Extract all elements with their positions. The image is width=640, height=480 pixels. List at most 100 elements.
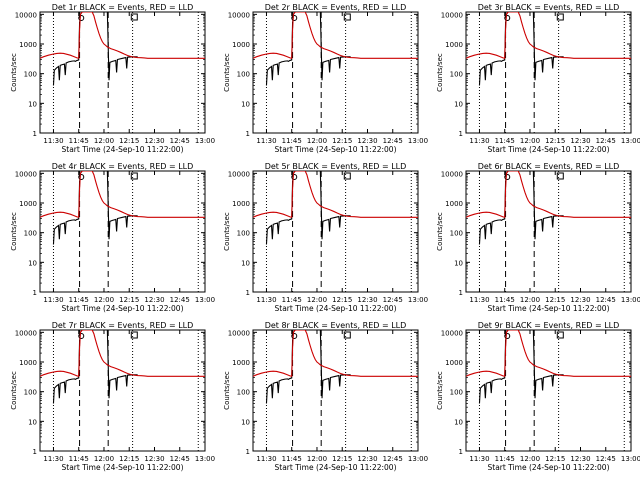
x-tick-label: 11:30 (43, 137, 63, 145)
top-square-marker (556, 331, 564, 339)
y-tick-label: 1 (459, 448, 463, 456)
y-tick-label: 100 (237, 389, 250, 397)
y-tick-label: 100 (237, 230, 250, 238)
y-tick-label: 10 (454, 259, 463, 267)
chart-title: Det 2r BLACK = Events, RED = LLD (265, 3, 407, 12)
x-tick-label: 12:45 (596, 455, 616, 463)
chart-panel: Det 5r BLACK = Events, RED = LLD 1 10 100 10… (223, 162, 428, 313)
y-tick-label: 10 (241, 418, 250, 426)
x-axis-label: Start Time (24-Sep-10 11:22:00) (62, 463, 184, 472)
series-line-lld (253, 12, 418, 59)
y-tick-label: 1000 (19, 359, 37, 367)
x-tick-label: 12:15 (119, 296, 139, 304)
x-axis-label: Start Time (24-Sep-10 11:22:00) (488, 145, 610, 154)
y-tick-label: 100 (24, 230, 37, 238)
x-tick-label: 13:00 (621, 137, 640, 145)
top-circle-marker (78, 333, 85, 339)
x-tick-label: 11:30 (256, 137, 276, 145)
chart-panel: Det 4r BLACK = Events, RED = LLD 1 10 100 10… (10, 162, 215, 313)
y-tick-label: 1000 (232, 359, 250, 367)
top-circle-marker (504, 174, 511, 180)
y-tick-label: 10 (454, 418, 463, 426)
y-tick-label: 100 (24, 389, 37, 397)
x-tick-label: 13:00 (408, 296, 428, 304)
top-square-marker (130, 331, 138, 339)
x-tick-label: 12:00 (94, 137, 114, 145)
chart-panel: Det 9r BLACK = Events, RED = LLD 1 10 100 10… (436, 321, 640, 472)
top-square-marker (130, 13, 138, 21)
chart-title: Det 9r BLACK = Events, RED = LLD (478, 321, 620, 330)
y-tick-label: 10000 (228, 11, 250, 19)
x-tick-label: 12:00 (307, 296, 327, 304)
x-tick-label: 11:45 (495, 296, 515, 304)
x-tick-label: 12:30 (357, 296, 377, 304)
x-tick-label: 12:30 (570, 137, 590, 145)
x-axis-label: Start Time (24-Sep-10 11:22:00) (488, 463, 610, 472)
x-tick-label: 13:00 (621, 296, 640, 304)
top-square-marker (130, 172, 138, 180)
chart-panel: Det 3r BLACK = Events, RED = LLD 1 10 100 10… (436, 3, 640, 154)
y-tick-label: 10000 (441, 11, 463, 19)
x-tick-label: 12:00 (307, 137, 327, 145)
chart-panel: Det 6r BLACK = Events, RED = LLD 1 10 100 10… (436, 162, 640, 313)
x-tick-label: 11:45 (69, 137, 89, 145)
x-axis-label: Start Time (24-Sep-10 11:22:00) (275, 145, 397, 154)
x-tick-label: 12:30 (144, 296, 164, 304)
x-axis-label: Start Time (24-Sep-10 11:22:00) (275, 463, 397, 472)
top-circle-marker (291, 15, 298, 21)
y-tick-label: 100 (24, 71, 37, 79)
y-axis-label: Counts/sec (10, 53, 18, 92)
y-tick-label: 10 (241, 259, 250, 267)
x-tick-label: 12:00 (94, 296, 114, 304)
x-tick-label: 12:15 (545, 455, 565, 463)
y-tick-label: 10000 (15, 329, 37, 337)
y-axis-label: Counts/sec (223, 53, 231, 92)
x-tick-label: 11:45 (282, 296, 302, 304)
chart-title: Det 5r BLACK = Events, RED = LLD (265, 162, 407, 171)
top-square-marker (556, 13, 564, 21)
y-tick-label: 10000 (228, 170, 250, 178)
y-axis-label: Counts/sec (223, 212, 231, 251)
x-tick-label: 11:30 (469, 455, 489, 463)
x-tick-label: 11:30 (469, 296, 489, 304)
chart-title: Det 8r BLACK = Events, RED = LLD (265, 321, 407, 330)
x-tick-label: 12:15 (545, 296, 565, 304)
plot-frame (39, 11, 206, 134)
plot-frame (465, 11, 632, 134)
x-tick-label: 12:30 (570, 455, 590, 463)
x-tick-label: 12:30 (144, 137, 164, 145)
x-tick-label: 12:45 (596, 137, 616, 145)
series-line-lld (253, 171, 418, 218)
x-tick-label: 11:45 (495, 455, 515, 463)
x-tick-label: 12:45 (596, 296, 616, 304)
chart-title: Det 7r BLACK = Events, RED = LLD (52, 321, 194, 330)
top-circle-marker (291, 174, 298, 180)
y-tick-label: 1000 (445, 359, 463, 367)
top-square-marker (556, 172, 564, 180)
x-tick-label: 11:30 (256, 455, 276, 463)
x-tick-label: 12:45 (383, 296, 403, 304)
series-line-lld (40, 12, 205, 59)
x-tick-label: 13:00 (195, 296, 215, 304)
x-tick-label: 12:15 (545, 137, 565, 145)
x-tick-label: 11:45 (495, 137, 515, 145)
x-tick-label: 12:15 (119, 137, 139, 145)
x-tick-label: 12:30 (144, 455, 164, 463)
y-tick-label: 1000 (445, 41, 463, 49)
top-circle-marker (78, 174, 85, 180)
plot-frame (252, 329, 419, 452)
y-axis-label: Counts/sec (10, 371, 18, 410)
series-line-lld (40, 330, 205, 377)
x-tick-label: 12:15 (332, 296, 352, 304)
top-circle-marker (504, 333, 511, 339)
chart-panel: Det 1r BLACK = Events, RED = LLD 1 10 100 10… (10, 3, 215, 154)
x-tick-label: 11:45 (69, 296, 89, 304)
x-tick-label: 12:15 (119, 455, 139, 463)
x-tick-label: 12:45 (170, 137, 190, 145)
y-tick-label: 1 (459, 289, 463, 297)
y-tick-label: 1 (246, 448, 250, 456)
y-tick-label: 100 (450, 230, 463, 238)
top-circle-marker (291, 333, 298, 339)
